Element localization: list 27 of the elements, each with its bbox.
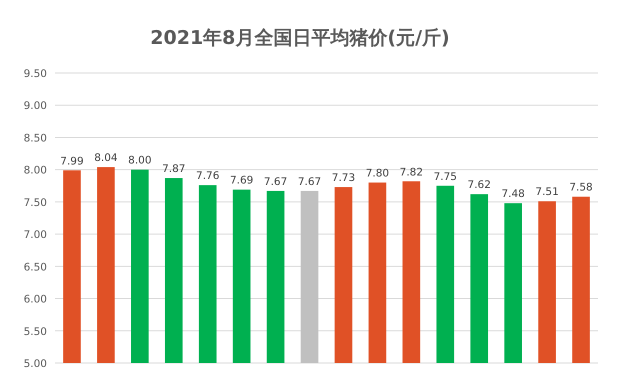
chart-title: 2021年8月全国日平均猪价(元/斤) [150, 27, 450, 49]
y-tick-label: 5.00 [24, 358, 47, 370]
data-label: 7.69 [230, 174, 254, 187]
y-tick-label: 5.50 [24, 326, 47, 338]
data-label: 7.75 [434, 170, 457, 183]
data-label: 8.00 [128, 154, 152, 167]
data-label: 7.51 [535, 186, 559, 198]
data-label: 7.58 [569, 182, 593, 194]
y-tick-label: 7.50 [24, 196, 47, 209]
y-tick-label: 7.00 [24, 229, 47, 242]
y-tick-label: 9.50 [24, 68, 47, 80]
data-label: 7.67 [298, 176, 322, 188]
data-label: 7.73 [332, 172, 356, 184]
y-tick-label: 6.00 [24, 294, 47, 306]
data-label: 7.99 [60, 155, 84, 168]
data-label: 7.87 [162, 163, 186, 176]
data-label: 7.76 [196, 170, 220, 182]
y-tick-label: 8.50 [24, 132, 47, 144]
data-label: 7.80 [366, 168, 390, 180]
data-label: 7.82 [400, 166, 424, 178]
data-label: 7.48 [501, 188, 525, 200]
data-label: 7.62 [468, 179, 491, 192]
data-label: 7.67 [264, 176, 288, 188]
y-tick-label: 8.00 [24, 164, 47, 177]
y-tick-label: 6.50 [24, 261, 47, 274]
data-label: 8.04 [94, 152, 118, 164]
y-tick-label: 9.00 [24, 100, 47, 112]
